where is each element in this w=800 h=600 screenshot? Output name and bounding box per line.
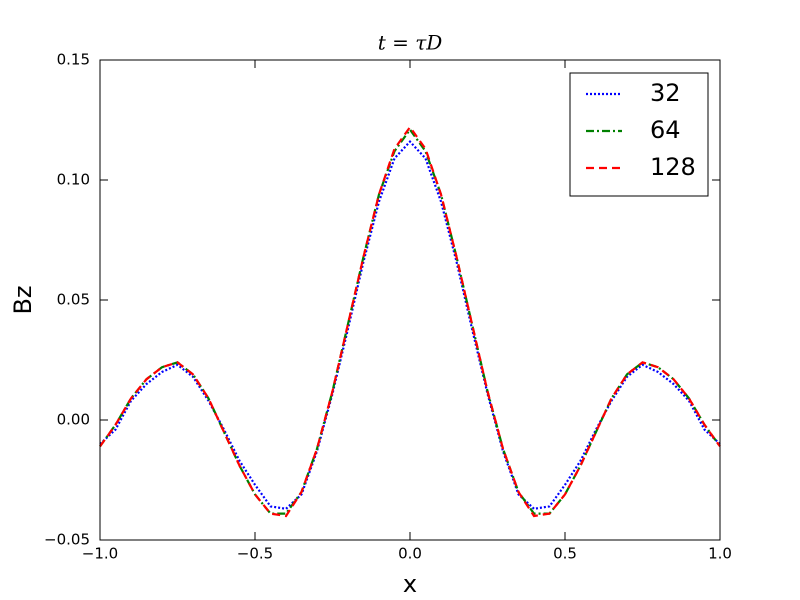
x-tick-label: 0.0: [398, 545, 422, 563]
data-line: [99, 125, 721, 518]
x-tick-label: 0.5: [553, 545, 577, 563]
x-tick-label: −1.0: [82, 545, 118, 563]
y-tick-label: 0.10: [57, 171, 90, 189]
y-tick-label: −0.05: [44, 531, 90, 549]
legend-label: 32: [650, 79, 681, 107]
legend-label: 128: [650, 153, 696, 181]
y-tick-label: 0.00: [57, 411, 90, 429]
plot-frame: [99, 59, 721, 541]
y-axis-label: Bz: [9, 285, 37, 314]
y-tick-label: 0.15: [57, 51, 90, 69]
chart-title: t = τD: [378, 31, 443, 55]
legend-box: [569, 72, 709, 197]
x-axis-label: x: [403, 570, 417, 598]
x-tick-label: 1.0: [708, 545, 732, 563]
x-tick-label: −0.5: [237, 545, 273, 563]
legend-label: 64: [650, 116, 681, 144]
y-tick-label: 0.05: [57, 291, 90, 309]
data-line: [99, 139, 721, 510]
